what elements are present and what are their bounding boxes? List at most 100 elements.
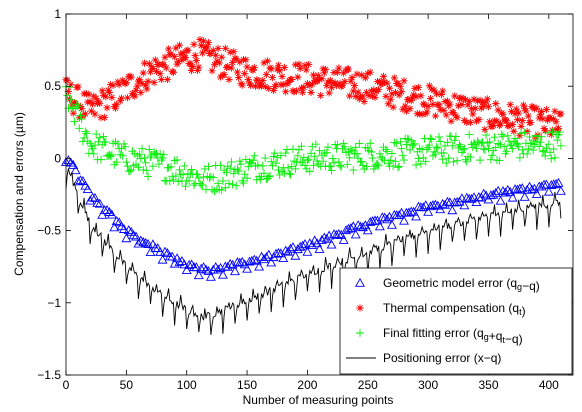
- series-final-point: [273, 153, 282, 162]
- series-final-point: [238, 176, 247, 185]
- series-thermal-point: [397, 88, 406, 96]
- series-thermal-point: [487, 122, 495, 130]
- series-final-point: [77, 115, 86, 124]
- series-geometric-point: [553, 177, 564, 187]
- series-thermal-point: [63, 76, 71, 85]
- series-thermal-point: [181, 54, 190, 62]
- series-geometric-point: [193, 270, 204, 280]
- series-final-point: [95, 133, 104, 142]
- series-geometric-point: [135, 235, 146, 245]
- series-thermal-point: [99, 91, 108, 99]
- series-thermal-point: [227, 64, 235, 72]
- series-thermal-point: [519, 101, 528, 109]
- series-thermal-point: [496, 120, 505, 128]
- series-final-point: [433, 144, 442, 153]
- series-final-point: [167, 162, 176, 171]
- series-geometric-point: [413, 201, 424, 211]
- series-final-point: [264, 172, 273, 181]
- series-geometric-point: [478, 188, 489, 198]
- series-final-point: [377, 153, 386, 162]
- legend-text-part: Geometric model error (q: [383, 276, 517, 290]
- series-thermal-point: [346, 92, 354, 100]
- series-final-point: [266, 171, 275, 180]
- x-axis-label: Number of measuring points: [243, 393, 394, 407]
- series-thermal-point: [472, 117, 481, 125]
- series-thermal-point: [243, 63, 251, 71]
- series-geometric-point: [314, 243, 325, 253]
- series-thermal-point: [369, 92, 377, 100]
- series-thermal-point: [383, 79, 391, 87]
- x-tick-label: 100: [177, 378, 197, 392]
- series-thermal-point: [302, 66, 310, 74]
- series-thermal-point: [453, 114, 461, 122]
- y-tick-label: 1: [54, 7, 61, 21]
- series-thermal-point: [88, 100, 97, 108]
- series-thermal-point: [423, 108, 431, 116]
- series-final-point: [416, 159, 425, 168]
- series-geometric-point: [454, 196, 465, 206]
- series-final-point: [386, 156, 395, 165]
- series-geometric-point: [102, 204, 113, 214]
- legend-subscript: t: [519, 307, 522, 317]
- series-final-point: [81, 127, 90, 136]
- series-thermal-point: [512, 105, 520, 113]
- series-final-point: [234, 167, 243, 176]
- series-thermal-point: [436, 106, 444, 114]
- series-geometric-point: [444, 197, 455, 207]
- series-thermal-point: [486, 118, 494, 126]
- series-thermal-point: [494, 106, 502, 114]
- series-final-point: [175, 165, 184, 174]
- series-thermal-point: [468, 105, 476, 113]
- series-final-point: [218, 176, 227, 185]
- series-geometric-point: [435, 204, 446, 214]
- series-thermal-point: [331, 79, 339, 87]
- series-thermal-point: [137, 88, 145, 97]
- series-geometric-point: [283, 246, 294, 256]
- series-geometric-point: [345, 223, 356, 232]
- series-thermal-point: [489, 121, 497, 130]
- series-geometric-point: [304, 238, 315, 248]
- series-final-point: [351, 143, 360, 152]
- series-thermal: [62, 35, 565, 142]
- series-geometric-point: [201, 264, 211, 274]
- series-thermal-point: [471, 104, 479, 112]
- series-final: [62, 82, 565, 196]
- series-thermal-point: [173, 60, 181, 68]
- series-final-point: [135, 150, 144, 159]
- series-thermal-point: [98, 87, 106, 95]
- series-geometric-point: [362, 225, 373, 235]
- series-thermal-point: [353, 70, 361, 78]
- series-final-point: [239, 179, 248, 188]
- x-tick-label: 300: [418, 378, 438, 392]
- series-thermal-point: [165, 45, 173, 53]
- series-thermal-point: [117, 94, 126, 102]
- series-geometric-point: [225, 258, 236, 268]
- series-final-point: [346, 145, 355, 154]
- series-geometric-point: [106, 209, 117, 219]
- series-thermal-point: [145, 60, 153, 68]
- series-final-point: [233, 165, 242, 174]
- series-thermal-point: [511, 110, 519, 118]
- series-final-point: [193, 170, 202, 179]
- series-thermal-point: [196, 35, 204, 44]
- series-final-point: [118, 151, 127, 160]
- series-final-point: [198, 181, 207, 190]
- legend-box: [339, 267, 573, 375]
- series-final-point: [160, 176, 169, 185]
- series-final-point: [303, 156, 312, 165]
- series-geometric-point: [543, 186, 554, 196]
- series-final-point: [556, 141, 565, 150]
- series-geometric-point: [471, 197, 482, 206]
- series-thermal-point: [270, 86, 278, 95]
- series-final-point: [249, 156, 258, 165]
- legend-text-part: ): [522, 304, 526, 318]
- series-thermal-point: [361, 74, 369, 82]
- series-geometric-point: [490, 187, 501, 197]
- series-final-point: [179, 170, 188, 179]
- series-thermal-point: [294, 73, 302, 81]
- series-thermal-point: [161, 53, 169, 61]
- series-final-point: [288, 145, 297, 154]
- series-geometric-point: [160, 246, 170, 256]
- series-final-point: [336, 161, 345, 170]
- series-geometric-point: [394, 210, 405, 219]
